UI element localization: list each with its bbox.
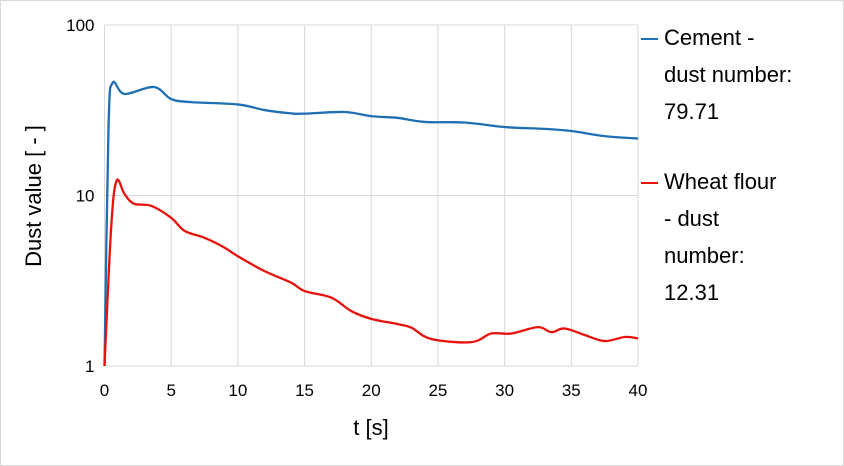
- x-tick-label: 10: [228, 381, 247, 400]
- x-axis-label: t [s]: [353, 415, 388, 440]
- legend-entry-cement: Cement - dust number: 79.71: [664, 19, 792, 130]
- y-axis-label: Dust value [ - ]: [21, 125, 46, 267]
- y-tick-label: 100: [66, 16, 94, 35]
- y-tick-label: 10: [76, 187, 95, 206]
- series-line-wheat-flour: [103, 178, 639, 367]
- legend-text-line: number:: [664, 243, 745, 268]
- x-tick-label: 5: [166, 381, 175, 400]
- legend-text-line: dust number:: [664, 62, 793, 87]
- x-tick-label: 30: [495, 381, 514, 400]
- legend-text-line: 79.71: [664, 99, 720, 124]
- x-tick-label: 15: [295, 381, 314, 400]
- legend-entry-wheat: Wheat flour - dust number: 12.31: [664, 163, 777, 311]
- x-tick-label: 35: [562, 381, 581, 400]
- legend-text-line: - dust: [664, 206, 720, 231]
- x-tick-label: 40: [629, 381, 648, 400]
- legend-text-line: 12.31: [664, 280, 720, 305]
- y-tick-label: 1: [85, 357, 94, 376]
- x-tick-label: 0: [100, 381, 109, 400]
- legend-swatch-cement: [641, 38, 658, 40]
- series-line-cement: [103, 80, 639, 367]
- x-tick-label: 25: [428, 381, 447, 400]
- legend-swatch-wheat: [641, 182, 658, 184]
- legend-text-line: Cement -: [664, 25, 755, 50]
- legend-text-line: Wheat flour: [664, 169, 777, 194]
- x-tick-label: 20: [362, 381, 381, 400]
